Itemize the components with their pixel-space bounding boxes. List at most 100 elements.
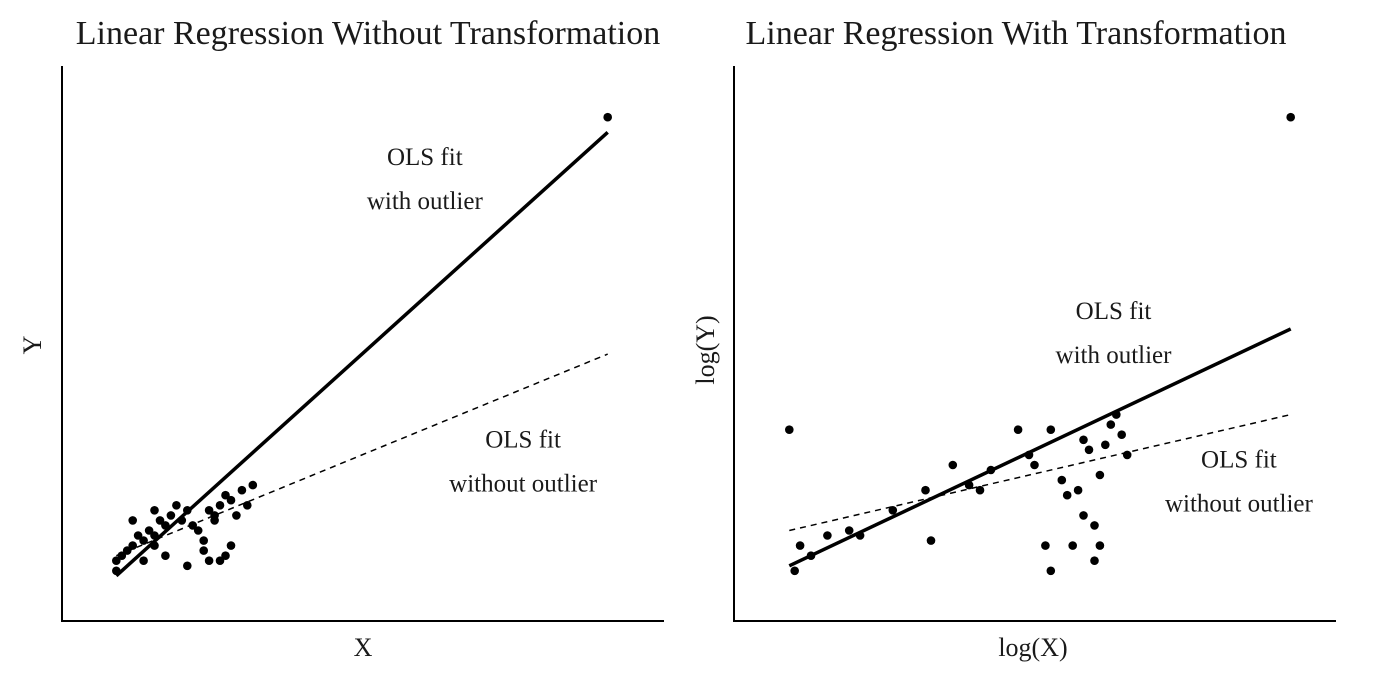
chart-right: Linear Regression With Transformation lo… bbox=[691, 15, 1336, 662]
scatter-point bbox=[221, 551, 230, 560]
x-axis-label: X bbox=[354, 633, 373, 662]
scatter-point bbox=[177, 516, 187, 525]
scatter-point bbox=[1024, 450, 1034, 460]
scatter-point bbox=[1090, 556, 1099, 565]
scatter-point bbox=[785, 425, 794, 435]
scatter-point bbox=[161, 551, 170, 560]
scatter-point bbox=[1122, 450, 1132, 460]
scatter-point bbox=[964, 480, 974, 490]
scatter-point bbox=[112, 556, 121, 565]
scatter-point bbox=[150, 531, 159, 540]
scatter-point bbox=[844, 526, 854, 535]
annotations: OLS fit with outlier OLS fit without outlie… bbox=[1056, 298, 1314, 518]
scatter-point bbox=[139, 536, 148, 545]
scatter-point bbox=[112, 566, 121, 576]
annotation-label: without outlier bbox=[1165, 491, 1314, 518]
scatter-point bbox=[806, 551, 816, 560]
scatter-point bbox=[926, 536, 936, 545]
scatter-point bbox=[150, 506, 159, 515]
scatter-point bbox=[1095, 470, 1105, 480]
y-axis-label: Y bbox=[18, 335, 47, 354]
scatter-point bbox=[161, 521, 170, 530]
scatter-point bbox=[1041, 541, 1050, 550]
scatter-point bbox=[1057, 475, 1067, 485]
scatter-point bbox=[199, 546, 208, 555]
scatter-point bbox=[122, 546, 132, 555]
fit-lines bbox=[115, 131, 609, 578]
scatter-point bbox=[790, 566, 799, 576]
scatter-point bbox=[1117, 430, 1126, 440]
scatter-point bbox=[1046, 566, 1056, 576]
y-axis-label: log(Y) bbox=[691, 315, 720, 384]
annotations: OLS fit with outlier OLS fit without outlie… bbox=[367, 144, 598, 497]
scatter-point bbox=[199, 536, 208, 545]
scatter-point bbox=[221, 490, 230, 500]
scatter-point bbox=[1046, 425, 1056, 435]
scatter-point bbox=[1079, 435, 1088, 445]
annotation-label: with outlier bbox=[367, 188, 484, 215]
scatter-point bbox=[1079, 511, 1088, 520]
fit-line-with-outlier bbox=[788, 327, 1292, 568]
scatter-point bbox=[1030, 460, 1039, 470]
annotation-label: OLS fit bbox=[1076, 298, 1152, 325]
annotation-label: without outlier bbox=[449, 470, 598, 497]
axes bbox=[733, 66, 1336, 622]
scatter-point bbox=[1112, 410, 1121, 419]
annotation-label: OLS fit bbox=[1201, 447, 1277, 474]
scatter-point bbox=[855, 531, 865, 540]
annotation-label: OLS fit bbox=[485, 426, 561, 453]
fit-lines bbox=[788, 327, 1292, 568]
scatter-point bbox=[226, 541, 236, 550]
scatter-point bbox=[183, 561, 192, 571]
scatter-point bbox=[117, 551, 127, 560]
scatter-point bbox=[128, 516, 137, 525]
fit-line-without-outlier bbox=[116, 353, 608, 557]
scatter-point bbox=[1073, 485, 1083, 495]
scatter-point bbox=[1062, 490, 1072, 500]
annotation-label: OLS fit bbox=[387, 144, 463, 171]
scatter-point bbox=[215, 556, 225, 565]
scatter-point bbox=[172, 501, 181, 510]
scatter-point bbox=[210, 511, 219, 520]
scatter-point bbox=[166, 511, 176, 520]
scatter-point bbox=[204, 556, 214, 565]
scatter-point bbox=[975, 485, 985, 495]
scatter-point bbox=[986, 465, 996, 475]
scatter-point bbox=[603, 112, 612, 122]
scatter-point bbox=[888, 506, 898, 515]
scatter-points bbox=[112, 112, 612, 576]
scatter-point bbox=[1106, 420, 1116, 429]
scatter-point bbox=[948, 460, 958, 470]
scatter-point bbox=[155, 516, 165, 525]
scatter-point bbox=[139, 556, 148, 565]
chart-title: Linear Regression Without Transformation bbox=[76, 15, 660, 52]
scatter-point bbox=[188, 521, 197, 530]
scatter-point bbox=[1068, 541, 1077, 550]
scatter-point bbox=[1090, 521, 1099, 530]
scatter-point bbox=[226, 495, 236, 505]
scatter-point bbox=[1095, 541, 1105, 550]
scatter-point bbox=[144, 526, 154, 535]
scatter-points bbox=[785, 112, 1295, 576]
fit-line-with-outlier bbox=[115, 131, 609, 578]
scatter-point bbox=[1084, 445, 1094, 455]
scatter-point bbox=[237, 485, 247, 495]
annotation-label: with outlier bbox=[1056, 342, 1173, 369]
axes bbox=[61, 66, 664, 622]
scatter-point bbox=[193, 526, 203, 535]
scatter-point bbox=[150, 541, 159, 550]
scatter-point bbox=[1286, 112, 1295, 122]
scatter-point bbox=[248, 480, 258, 490]
scatter-point bbox=[232, 511, 241, 520]
scatter-point bbox=[204, 506, 214, 515]
chart-title: Linear Regression With Transformation bbox=[746, 15, 1287, 52]
scatter-point bbox=[1101, 440, 1110, 450]
fit-line-without-outlier bbox=[789, 413, 1291, 532]
scatter-point bbox=[215, 501, 225, 510]
scatter-point bbox=[921, 485, 930, 495]
scatter-point bbox=[183, 506, 192, 515]
scatter-point bbox=[1013, 425, 1023, 435]
scatter-point bbox=[128, 541, 137, 550]
scatter-point bbox=[795, 541, 805, 550]
